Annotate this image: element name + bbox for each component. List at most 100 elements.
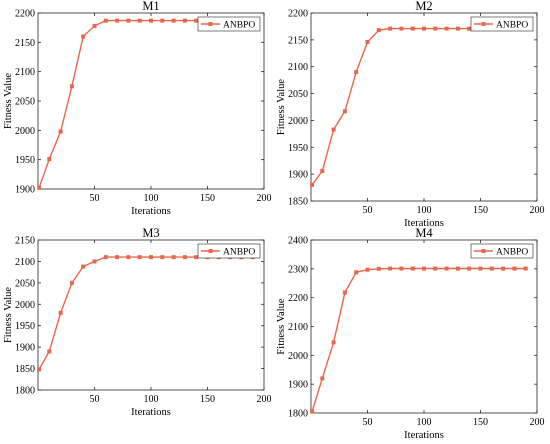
chart-title: M3 bbox=[142, 226, 159, 240]
data-point-marker bbox=[354, 70, 359, 75]
y-axis-label: Fitness Value bbox=[3, 287, 14, 343]
plot-frame bbox=[37, 12, 265, 190]
x-axis-label: Iterations bbox=[404, 218, 444, 229]
y-tick-label: 1850 bbox=[288, 197, 308, 208]
y-axis-label: Fitness Value bbox=[3, 73, 14, 129]
x-tick-label: 50 bbox=[90, 193, 100, 204]
data-point-marker bbox=[331, 340, 336, 345]
x-tick-label: 200 bbox=[257, 193, 272, 204]
data-point-marker bbox=[92, 23, 97, 28]
data-point-marker bbox=[444, 26, 449, 31]
series-line-anbpo bbox=[38, 19, 253, 189]
y-axis-label: Fitness Value bbox=[276, 298, 287, 354]
data-point-marker bbox=[137, 255, 142, 260]
data-point-marker bbox=[365, 267, 370, 272]
data-point-marker bbox=[37, 367, 42, 372]
y-tick-label: 2150 bbox=[15, 236, 35, 247]
x-tick-label: 100 bbox=[144, 193, 159, 204]
y-tick-label: 1850 bbox=[15, 364, 35, 375]
data-point-marker bbox=[194, 18, 199, 23]
y-tick-label: 1900 bbox=[288, 170, 308, 181]
data-point-marker bbox=[47, 349, 52, 354]
data-point-marker bbox=[331, 127, 336, 132]
data-point-marker bbox=[444, 266, 449, 271]
data-point-marker bbox=[342, 290, 347, 295]
data-point-marker bbox=[47, 157, 52, 162]
chart-panel-3: M3 1800 1850 1900 1950 2000 2050 2100 2150 50 100 1… bbox=[3, 226, 272, 418]
legend-box bbox=[470, 243, 534, 259]
series-line-anbpo bbox=[38, 256, 253, 370]
legend-label: ANBPO bbox=[223, 21, 255, 31]
x-tick-label: 50 bbox=[363, 205, 373, 216]
x-axis-label: Iterations bbox=[131, 407, 171, 418]
data-point-marker bbox=[171, 18, 176, 23]
data-point-marker bbox=[115, 18, 120, 23]
y-axis-label: Fitness Value bbox=[276, 79, 287, 135]
y-tick-label: 2050 bbox=[15, 97, 35, 108]
data-point-marker bbox=[182, 255, 187, 260]
data-point-marker bbox=[455, 266, 460, 271]
data-point-marker bbox=[171, 255, 176, 260]
y-tick-label: 2100 bbox=[288, 62, 308, 73]
data-point-marker bbox=[388, 266, 393, 271]
data-point-marker bbox=[365, 40, 370, 45]
data-point-marker bbox=[126, 18, 131, 23]
x-tick-label: 200 bbox=[530, 417, 545, 428]
y-tick-label: 2000 bbox=[288, 116, 308, 127]
legend-marker-sample bbox=[481, 22, 486, 26]
y-tick-label: 2050 bbox=[15, 278, 35, 289]
chart-title: M4 bbox=[415, 226, 433, 240]
data-point-marker bbox=[433, 26, 438, 31]
y-tick-label: 2000 bbox=[15, 126, 35, 137]
data-point-marker bbox=[320, 376, 325, 381]
y-tick-label: 1950 bbox=[288, 143, 308, 154]
y-tick-label: 2200 bbox=[15, 9, 35, 20]
data-point-marker bbox=[69, 84, 74, 89]
data-point-marker bbox=[489, 266, 494, 271]
plot-frame bbox=[37, 239, 265, 391]
data-point-marker bbox=[376, 266, 381, 271]
plot-frame bbox=[310, 239, 538, 414]
y-tick-label: 1900 bbox=[288, 380, 308, 391]
x-tick-label: 200 bbox=[530, 205, 545, 216]
y-tick-label: 2150 bbox=[15, 38, 35, 49]
data-point-marker bbox=[467, 266, 472, 271]
legend-marker-sample bbox=[208, 22, 213, 26]
x-tick-label: 100 bbox=[417, 417, 432, 428]
data-point-marker bbox=[354, 270, 359, 275]
legend-marker-sample bbox=[208, 249, 213, 253]
data-point-marker bbox=[320, 168, 325, 173]
y-tick-label: 1900 bbox=[15, 343, 35, 354]
legend-box bbox=[470, 16, 534, 32]
legend-box bbox=[197, 243, 261, 259]
chart-panel-1: M1 1900 1950 2000 2050 2100 2150 2200 50 100 150 20… bbox=[3, 0, 272, 217]
data-point-marker bbox=[376, 28, 381, 33]
data-point-marker bbox=[467, 26, 472, 31]
y-tick-label: 1950 bbox=[15, 321, 35, 332]
x-tick-label: 150 bbox=[200, 193, 215, 204]
y-tick-label: 1950 bbox=[15, 155, 35, 166]
legend-label: ANBPO bbox=[496, 21, 528, 31]
data-point-marker bbox=[310, 409, 315, 414]
data-point-marker bbox=[182, 18, 187, 23]
x-tick-label: 100 bbox=[144, 394, 159, 405]
chart-title: M1 bbox=[142, 0, 159, 13]
y-tick-label: 2050 bbox=[288, 89, 308, 100]
data-point-marker bbox=[92, 259, 97, 264]
data-point-marker bbox=[103, 255, 108, 260]
legend-box bbox=[197, 16, 261, 32]
y-tick-label: 2200 bbox=[288, 9, 308, 20]
x-tick-label: 50 bbox=[363, 417, 373, 428]
y-tick-label: 2100 bbox=[15, 257, 35, 268]
x-tick-label: 150 bbox=[473, 205, 488, 216]
data-point-marker bbox=[115, 255, 120, 260]
data-point-marker bbox=[410, 266, 415, 271]
x-tick-label: 200 bbox=[257, 394, 272, 405]
series-line-anbpo bbox=[311, 267, 526, 412]
data-point-marker bbox=[160, 255, 165, 260]
data-point-marker bbox=[523, 266, 528, 271]
legend-label: ANBPO bbox=[496, 248, 528, 258]
chart-panel-2: M2 1850 1900 1950 2000 2050 2100 2150 2200 50 100 1… bbox=[276, 0, 545, 229]
plot-frame bbox=[310, 12, 538, 202]
